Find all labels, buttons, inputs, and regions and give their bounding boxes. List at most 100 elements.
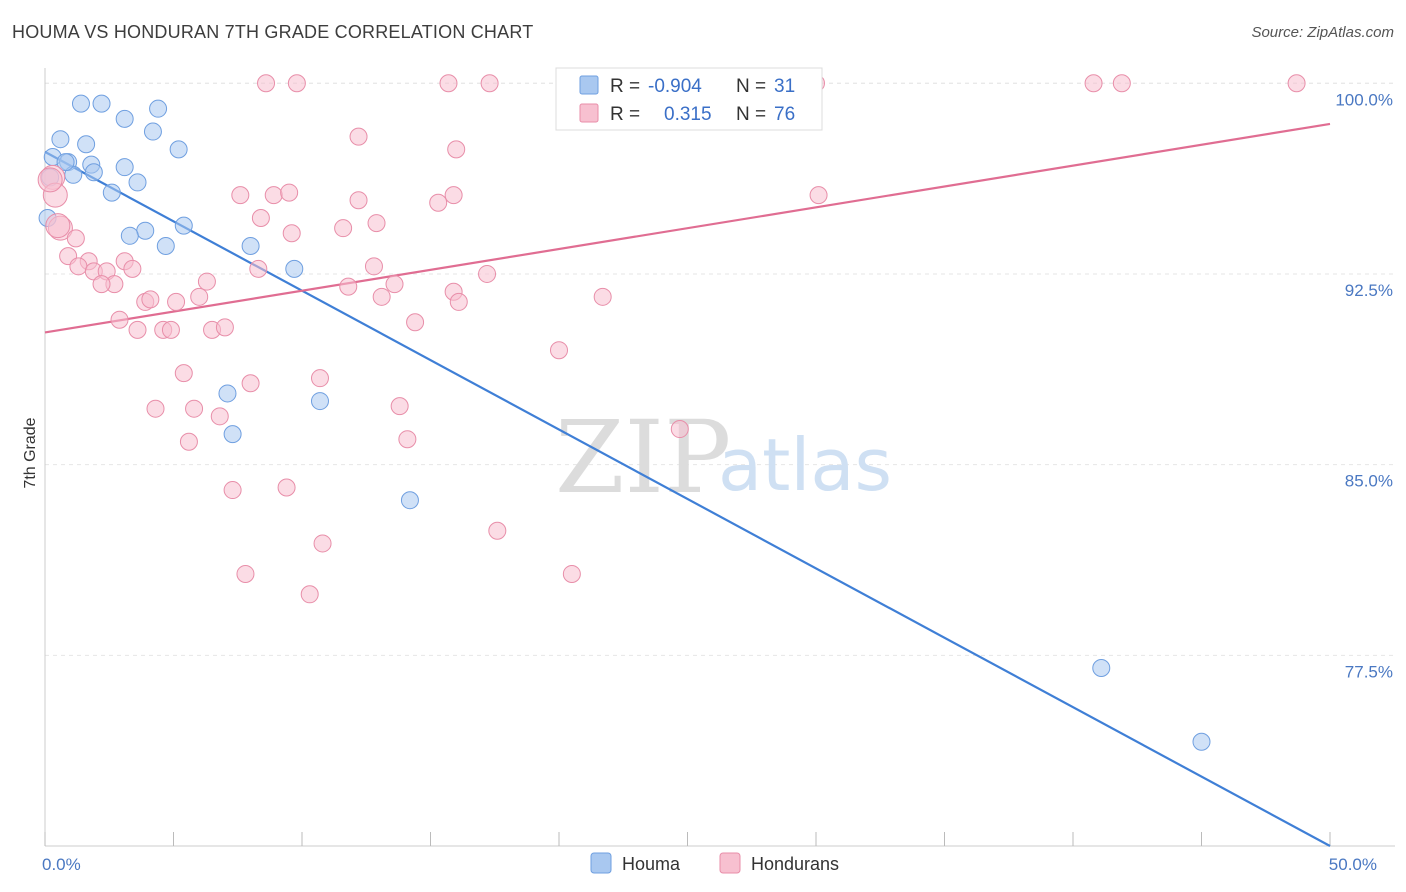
data-point <box>115 158 134 177</box>
x-tick-label: 50.0% <box>1329 855 1377 874</box>
bottom-legend-label-houma: Houma <box>622 854 681 874</box>
data-point <box>236 564 255 583</box>
data-point <box>66 229 85 248</box>
data-point <box>218 384 237 403</box>
data-point <box>349 127 368 146</box>
data-point <box>310 392 329 411</box>
chart-source: Source: ZipAtlas.com <box>1251 24 1394 41</box>
y-tick-label: 77.5% <box>1345 662 1393 681</box>
data-point <box>128 173 147 192</box>
data-point <box>156 236 175 255</box>
trendline-hondurans <box>44 122 1331 334</box>
data-point <box>249 259 268 278</box>
data-point <box>398 430 417 449</box>
legend-frame <box>555 67 823 131</box>
data-point <box>300 585 319 604</box>
data-point <box>174 364 193 383</box>
watermark-atlas: atlas <box>718 423 892 507</box>
tick-labels: 100.0% 92.5% 85.0% 77.5% 0.0% 50.0% <box>42 90 1393 874</box>
data-point <box>128 320 147 339</box>
data-point <box>110 310 129 329</box>
data-point <box>231 186 250 205</box>
data-point <box>161 320 180 339</box>
data-point <box>123 259 142 278</box>
data-point <box>372 287 391 306</box>
data-point <box>169 140 188 159</box>
data-point <box>447 140 466 159</box>
bottom-legend: Houma Hondurans <box>590 852 839 874</box>
bottom-legend-swatch-hondurans <box>719 852 741 874</box>
y-tick-label: 100.0% <box>1335 90 1393 109</box>
data-point <box>429 193 448 212</box>
legend-n-value-houma: 31 <box>774 76 795 97</box>
data-point <box>349 191 368 210</box>
data-point <box>488 521 507 540</box>
trendline-houma <box>44 150 1331 847</box>
data-point <box>287 74 306 93</box>
data-point <box>143 122 162 141</box>
data-point <box>310 369 329 388</box>
data-point <box>282 224 301 243</box>
data-point <box>1084 74 1103 93</box>
data-point <box>385 275 404 294</box>
data-point <box>449 292 468 311</box>
data-point <box>439 74 458 93</box>
data-point <box>444 186 463 205</box>
data-point <box>69 257 88 276</box>
data-point <box>1112 74 1131 93</box>
data-point <box>136 221 155 240</box>
data-point <box>313 534 332 553</box>
data-points <box>37 74 1306 751</box>
data-point <box>280 183 299 202</box>
data-point <box>241 236 260 255</box>
data-point <box>364 257 383 276</box>
data-point <box>550 341 568 360</box>
bottom-legend-label-hondurans: Hondurans <box>751 854 839 874</box>
data-point <box>167 292 186 311</box>
data-point <box>149 99 168 118</box>
legend-n-value-hondurans: 76 <box>774 104 795 125</box>
data-point <box>264 186 283 205</box>
data-point <box>562 564 581 583</box>
legend-r-value-hondurans: 0.315 <box>664 104 712 125</box>
data-point <box>115 109 134 128</box>
legend-r-label-houma: R = <box>610 76 640 97</box>
data-point <box>339 277 358 296</box>
bottom-legend-swatch-houma <box>590 852 612 874</box>
data-point <box>51 130 70 149</box>
data-point <box>390 397 409 416</box>
data-point <box>809 186 828 205</box>
data-point <box>197 272 216 291</box>
data-point <box>120 226 139 245</box>
legend-swatch-houma <box>579 75 599 95</box>
watermark-zip: ZIP <box>555 399 731 516</box>
y-tick-label: 85.0% <box>1345 472 1393 491</box>
legend-swatch-hondurans <box>579 103 599 123</box>
data-point <box>215 318 234 337</box>
data-point <box>146 399 165 418</box>
data-point <box>84 163 103 182</box>
chart-title: HOUMA VS HONDURAN 7TH GRADE CORRELATION … <box>12 22 534 42</box>
legend-r-label-hondurans: R = <box>610 104 640 125</box>
data-point <box>478 264 497 283</box>
data-point <box>406 313 425 332</box>
data-point <box>71 94 90 113</box>
series-hondurans <box>37 74 1306 604</box>
data-point <box>92 275 111 294</box>
data-point <box>174 216 193 235</box>
data-point <box>367 214 386 233</box>
data-point <box>257 74 276 93</box>
data-point <box>400 491 419 510</box>
data-point <box>1192 732 1211 751</box>
data-point <box>277 478 296 497</box>
data-point <box>241 374 260 393</box>
data-point <box>37 167 63 193</box>
y-axis-label: 7th Grade <box>22 417 39 488</box>
legend-box: R = -0.904 N = 31 R = 0.315 N = 76 <box>555 67 823 131</box>
data-point <box>185 399 204 418</box>
data-point <box>480 74 499 93</box>
data-point <box>593 287 612 306</box>
legend-n-label-hondurans: N = <box>736 104 766 125</box>
data-point <box>56 153 75 172</box>
